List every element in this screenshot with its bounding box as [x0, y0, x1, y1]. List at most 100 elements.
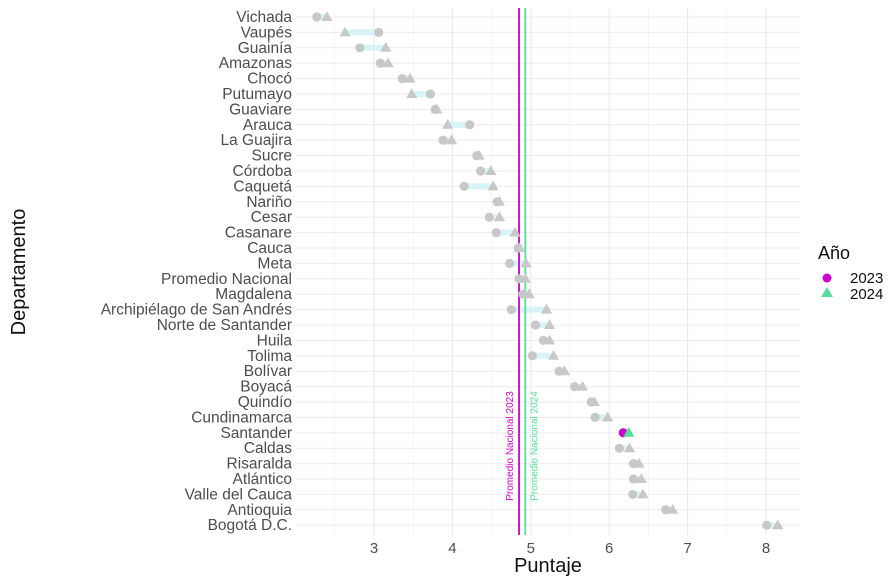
y-tick-label: Meta — [258, 255, 293, 272]
point-2024 — [667, 504, 679, 514]
y-tick-label: Valle del Cauca — [185, 486, 293, 503]
point-2023 — [459, 181, 469, 191]
legend-title: Año — [818, 243, 850, 263]
y-axis-title: Departamento — [8, 209, 30, 336]
y-tick-label: Tolima — [247, 348, 292, 365]
point-2023 — [375, 58, 385, 68]
x-tick-label: 8 — [762, 540, 770, 557]
y-tick-label: Vichada — [236, 9, 292, 26]
point-2024 — [446, 134, 458, 145]
y-tick-label: Cauca — [247, 240, 292, 257]
point-2023 — [465, 120, 475, 130]
point-2024 — [523, 288, 535, 299]
y-tick-label: Antioquia — [227, 502, 292, 519]
y-tick-label: Boyacá — [240, 379, 292, 396]
point-2024 — [520, 257, 532, 268]
legend-label-2024: 2024 — [850, 286, 883, 303]
y-tick-label: Cundinamarca — [191, 409, 292, 426]
point-2024 — [509, 226, 521, 237]
point-2024 — [321, 11, 333, 21]
y-tick-label: Norte de Santander — [157, 317, 292, 334]
reference-line-label: Promedio Nacional 2023 — [505, 391, 516, 501]
x-tick-labels: 3 4 5 6 7 8 — [370, 540, 770, 557]
y-tick-label: Córdoba — [233, 163, 293, 180]
point-2024 — [558, 365, 571, 376]
point-2024 — [623, 427, 635, 437]
point-2023 — [590, 412, 600, 422]
point-2024 — [487, 180, 499, 191]
point-2023 — [530, 320, 541, 330]
y-tick-label: Casanare — [225, 225, 292, 242]
point-2023 — [476, 166, 486, 176]
y-tick-label: Putumayo — [222, 86, 292, 103]
y-tick-label: Guaviare — [229, 101, 292, 118]
y-tick-label: Huila — [257, 332, 293, 349]
x-tick-label: 4 — [448, 540, 456, 557]
y-tick-label: Bolívar — [244, 363, 292, 380]
point-2023 — [628, 489, 638, 499]
point-2023 — [628, 474, 639, 484]
reference-lines: Promedio Nacional 2023 Promedio Nacional … — [505, 8, 540, 535]
point-2023 — [484, 212, 494, 222]
point-2024 — [576, 380, 589, 391]
data-points — [312, 11, 784, 530]
point-2023 — [527, 351, 537, 361]
segments — [313, 14, 781, 529]
point-2024 — [637, 488, 649, 499]
y-tick-label: Quindío — [238, 394, 292, 411]
point-2024 — [544, 334, 556, 345]
y-tick-label: Archipiélago de San Andrés — [101, 302, 293, 319]
point-2023 — [355, 43, 365, 53]
point-2023 — [762, 520, 772, 530]
grid — [296, 8, 800, 535]
point-2024 — [382, 57, 394, 68]
point-2023 — [614, 443, 624, 453]
point-2023 — [397, 74, 407, 84]
point-2024 — [404, 72, 416, 83]
point-2024 — [602, 411, 614, 422]
point-2024 — [514, 242, 526, 252]
point-2024 — [588, 396, 600, 406]
y-tick-label: Sucre — [252, 148, 293, 165]
point-2024 — [540, 303, 553, 314]
point-2023 — [506, 305, 516, 315]
point-2024 — [635, 473, 647, 483]
y-tick-label: Chocó — [247, 71, 292, 88]
point-2023 — [374, 27, 384, 37]
x-tick-label: 7 — [683, 540, 691, 557]
point-2023 — [438, 135, 448, 145]
point-2024 — [519, 273, 531, 283]
point-2024 — [633, 457, 645, 468]
point-2024 — [485, 165, 497, 175]
y-tick-label: Magdalena — [215, 286, 292, 303]
point-2023 — [491, 228, 501, 238]
y-tick-label: Vaupés — [241, 24, 293, 41]
legend: Año 2023 2024 — [818, 243, 883, 303]
point-2024 — [406, 88, 418, 98]
y-tick-label: Arauca — [243, 117, 292, 134]
y-tick-label: La Guajira — [220, 132, 292, 149]
point-2024 — [442, 119, 454, 129]
y-tick-label: Bogotá D.C. — [208, 517, 292, 534]
point-2023 — [312, 12, 322, 22]
y-tick-label: Santander — [220, 425, 292, 442]
y-tick-label: Cesar — [251, 209, 292, 226]
point-2024 — [493, 196, 506, 206]
legend-label-2023: 2023 — [850, 270, 883, 287]
reference-line-label: Promedio Nacional 2024 — [529, 391, 540, 501]
y-tick-label: Promedio Nacional — [161, 271, 292, 288]
point-2024 — [493, 211, 506, 222]
y-tick-label: Guainía — [238, 40, 293, 57]
y-tick-labels: VichadaVaupésGuainíaAmazonasChocóPutumay… — [101, 9, 293, 534]
x-tick-label: 6 — [605, 540, 613, 557]
y-tick-label: Risaralda — [227, 456, 293, 473]
point-2024 — [339, 26, 351, 37]
x-tick-label: 5 — [527, 540, 535, 557]
x-axis-title: Puntaje — [514, 555, 582, 577]
y-tick-label: Atlántico — [233, 471, 292, 488]
point-2024 — [544, 319, 556, 329]
y-tick-label: Amazonas — [219, 55, 292, 72]
y-tick-label: Caldas — [244, 440, 292, 457]
point-2024 — [473, 149, 485, 160]
